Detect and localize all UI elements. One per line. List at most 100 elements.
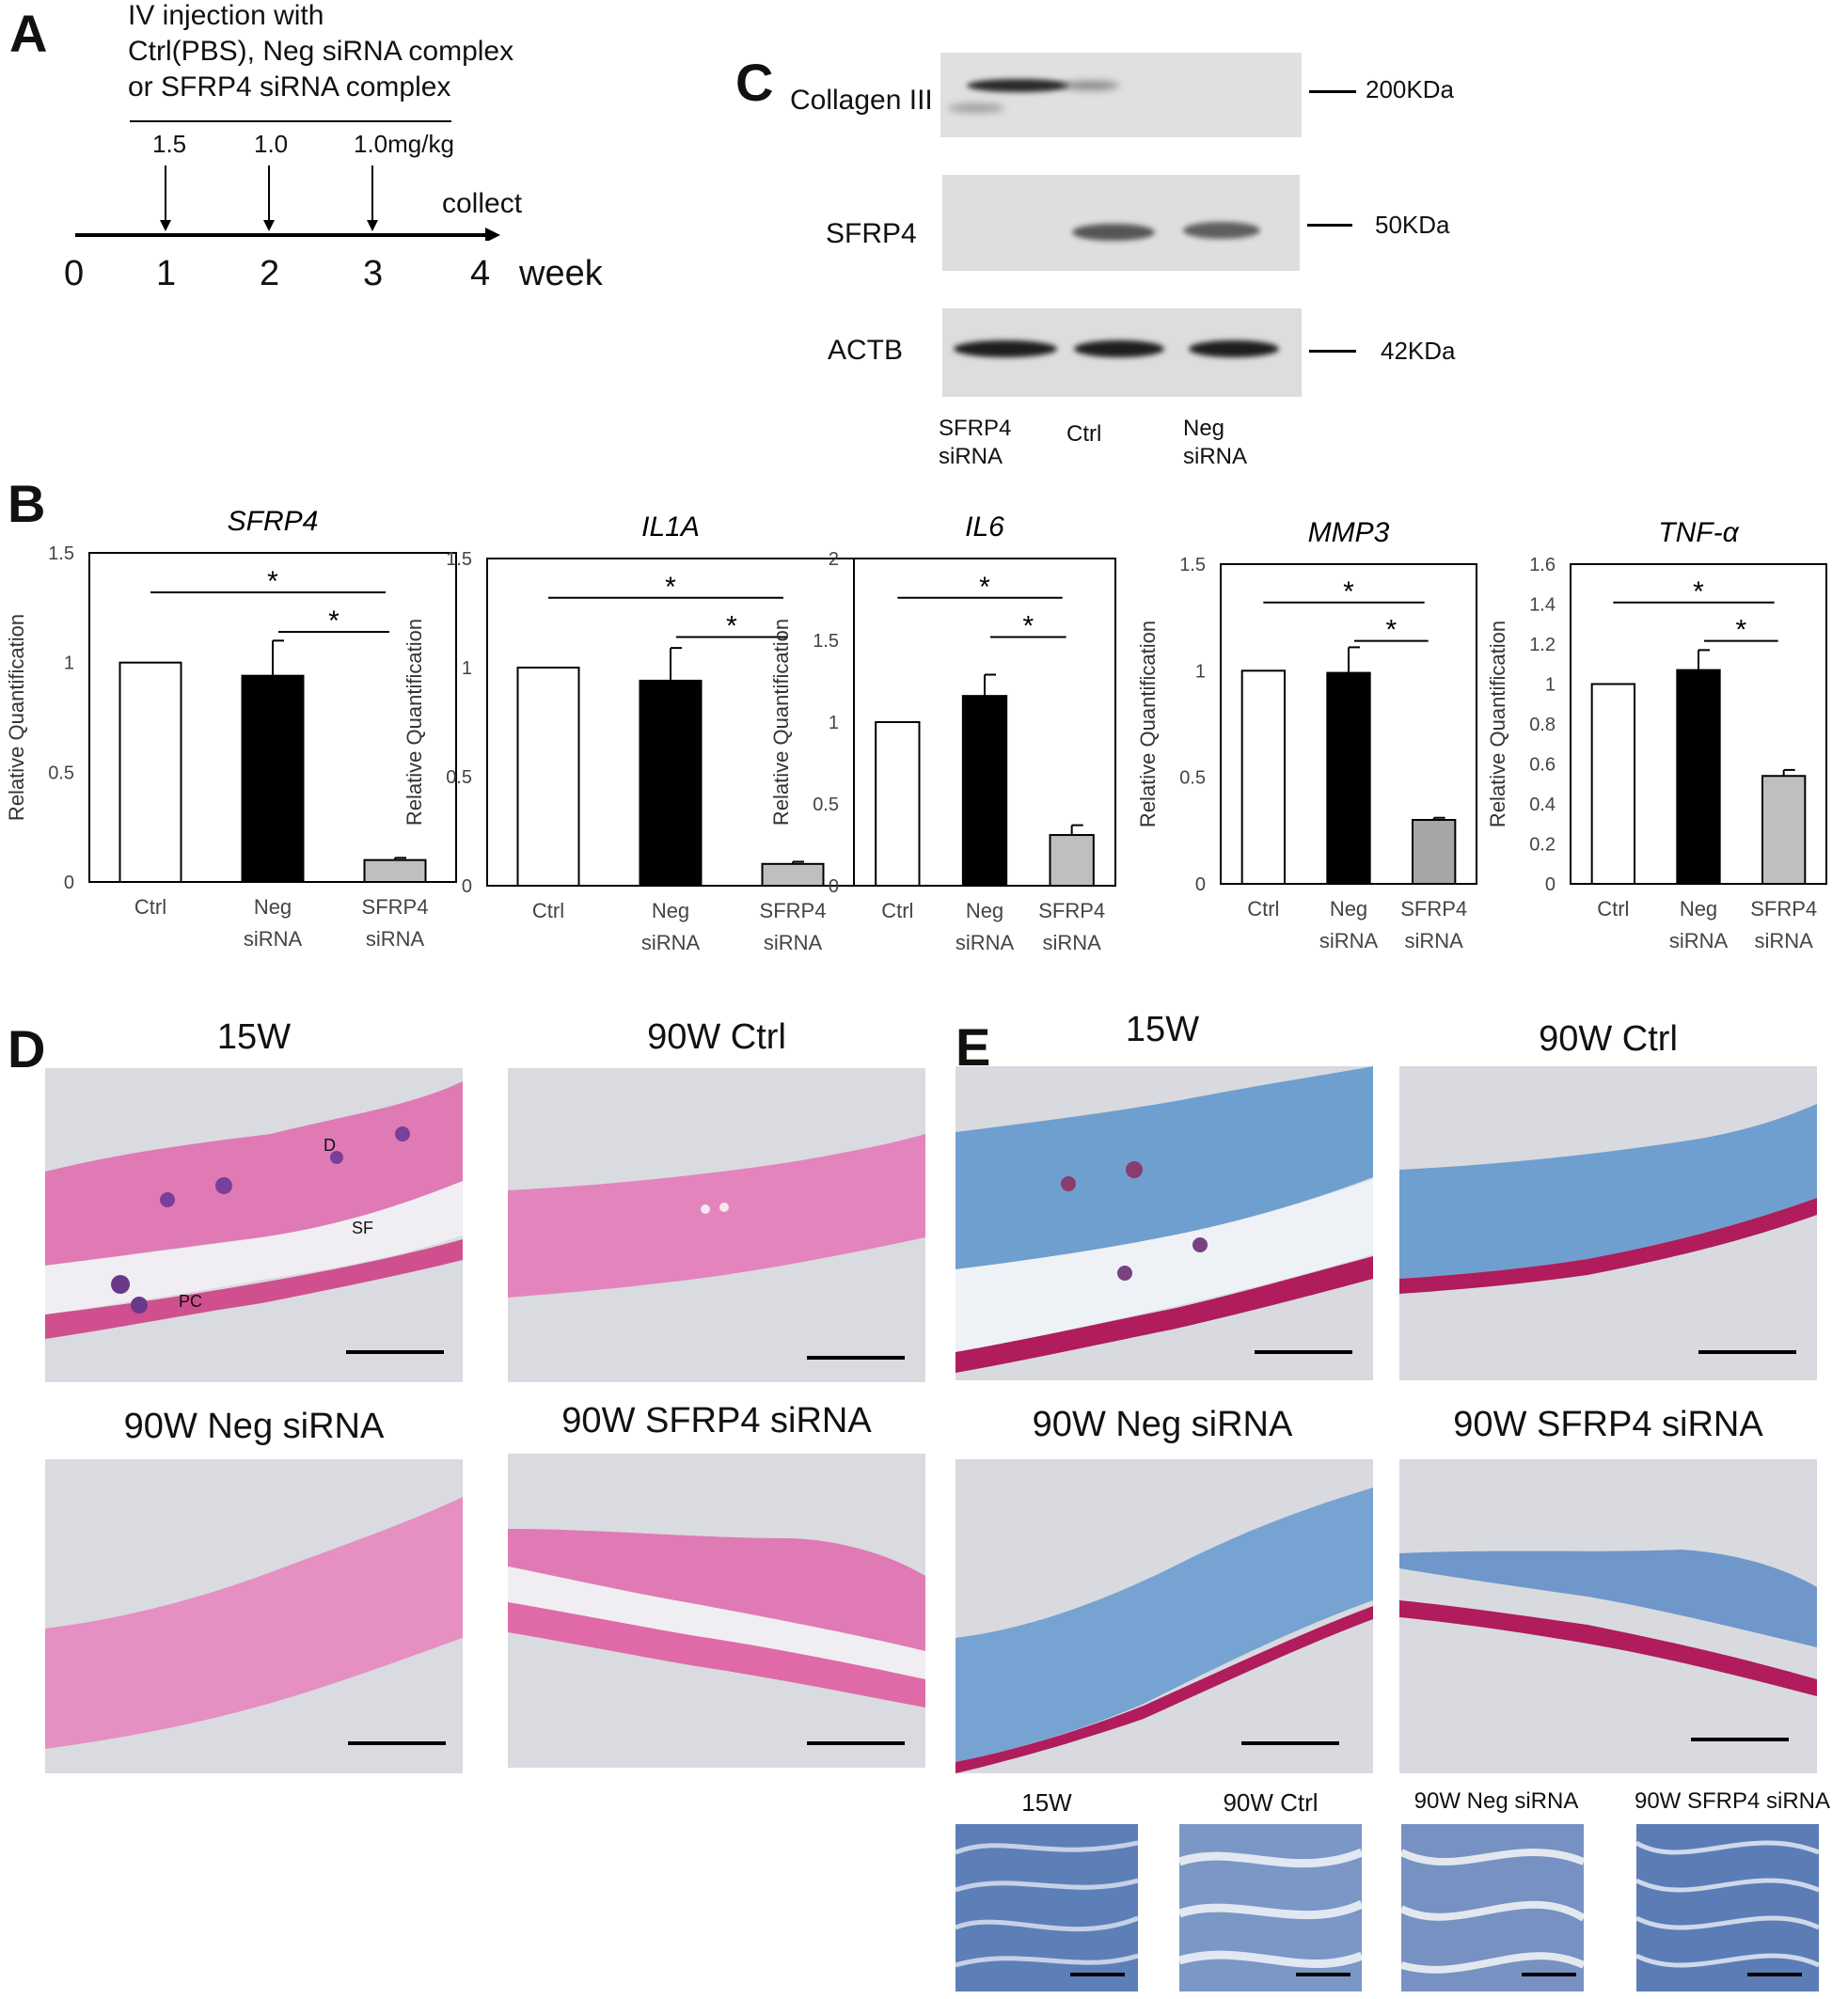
scale-bar xyxy=(1296,1973,1350,1976)
mmp3-bar-ctrl xyxy=(1240,669,1286,885)
sfrp4-xlabel-sfrp4-sirna: SFRP4 xyxy=(362,895,429,919)
masson-photo-15w xyxy=(956,1066,1373,1380)
il6-ytick-0-5: 0.5 xyxy=(813,795,839,815)
week-tick-3: 3 xyxy=(363,254,384,293)
tnf-title: TNF-α xyxy=(1658,517,1739,548)
lane-label-3a: Neg xyxy=(1183,416,1225,441)
week-tick-1: 1 xyxy=(156,254,177,293)
sfrp4-sig-star-1: * xyxy=(267,566,278,597)
tnf-xlabel-neg-sirna-2: siRNA xyxy=(1669,929,1729,952)
il1a-sig-star-1: * xyxy=(665,572,676,603)
scale-bar xyxy=(346,1350,444,1354)
blot-label-actb: ACTB xyxy=(828,335,904,366)
il6-bar-neg-sirna xyxy=(961,695,1008,887)
mmp3-bar-sfrp4-sirna xyxy=(1412,819,1457,885)
mmp3-sig-star-2: * xyxy=(1385,615,1397,646)
e-title-15w: 15W xyxy=(1125,1010,1200,1049)
tnf-bar-neg-sirna xyxy=(1676,669,1721,885)
panel-letter-d: D xyxy=(8,1019,46,1078)
il1a-bar-neg-sirna xyxy=(639,679,703,887)
tnf-bar-ctrl xyxy=(1590,683,1635,885)
mmp3-xlabel-neg-sirna-2: siRNA xyxy=(1319,929,1379,952)
he-photo-15w: D SF PC xyxy=(45,1068,463,1382)
injection-groups: Ctrl(PBS), Neg siRNA complex xyxy=(128,36,514,67)
zoom-inset-90w-ctrl xyxy=(1179,1824,1362,1991)
injection-groups-2: or SFRP4 siRNA complex xyxy=(128,71,451,102)
scale-bar xyxy=(807,1356,905,1360)
il1a-title: IL1A xyxy=(641,512,700,543)
band-collagen-3 xyxy=(948,103,1004,113)
d-title-90w-sfrp4: 90W SFRP4 siRNA xyxy=(561,1401,872,1440)
il1a-bar-ctrl xyxy=(516,667,580,887)
masson-photo-90w-neg xyxy=(956,1459,1373,1773)
scale-bar xyxy=(1255,1350,1352,1354)
il6-xlabel-neg-sirna-2: siRNA xyxy=(956,931,1015,954)
collect-label: collect xyxy=(442,188,523,219)
il6-ylabel: Relative Quantification xyxy=(769,619,793,826)
mmp3-xlabel-ctrl: Ctrl xyxy=(1247,897,1279,921)
il6-xlabel-sfrp4-sirna-2: siRNA xyxy=(1042,931,1101,954)
week-unit: week xyxy=(519,254,603,293)
dose-1: 1.5 xyxy=(152,130,187,158)
he-photo-90w-neg xyxy=(45,1459,463,1773)
sfrp4-ytick-1-5: 1.5 xyxy=(48,543,74,564)
sfrp4-ytick-0: 0 xyxy=(64,873,74,893)
blot-actb xyxy=(942,308,1302,397)
scale-bar xyxy=(1241,1741,1339,1745)
il6-xlabel-sfrp4-sirna: SFRP4 xyxy=(1038,899,1105,922)
tnf-ytick-0-4: 0.4 xyxy=(1529,795,1556,815)
e-title-90w-ctrl: 90W Ctrl xyxy=(1539,1019,1678,1059)
blot-collagen xyxy=(940,53,1302,137)
sfrp4-ytick-0-5: 0.5 xyxy=(48,763,74,783)
dose-3: 1.0mg/kg xyxy=(354,130,454,158)
scale-bar xyxy=(1747,1973,1802,1976)
band-actb-2 xyxy=(1074,340,1164,357)
time-axis-arrowhead xyxy=(485,228,500,241)
tnf-xlabel-ctrl: Ctrl xyxy=(1597,897,1629,921)
il1a-xlabel-ctrl: Ctrl xyxy=(532,899,564,922)
il1a-bar-sfrp4-sirna xyxy=(761,862,825,887)
sfrp4-bar-sfrp4-sirna xyxy=(363,858,427,883)
scale-bar xyxy=(1698,1350,1796,1354)
zoom-title-15w: 15W xyxy=(1021,1788,1072,1817)
lane-label-3b: siRNA xyxy=(1183,444,1248,469)
dose-2: 1.0 xyxy=(254,130,289,158)
il6-ytick-1: 1 xyxy=(829,713,839,733)
marker-tick-42 xyxy=(1309,350,1356,353)
zoom-title-90w-sfrp4: 90W SFRP4 siRNA xyxy=(1634,1788,1831,1814)
dose-arrow-1 xyxy=(160,165,171,231)
il1a-ylabel: Relative Quantification xyxy=(403,619,426,826)
il6-sig-star-1: * xyxy=(979,572,990,603)
tnf-ytick-0-6: 0.6 xyxy=(1529,755,1556,776)
tnf-ytick-0: 0 xyxy=(1545,874,1556,895)
lane-label-1a: SFRP4 xyxy=(939,416,1012,441)
marker-tick-200 xyxy=(1309,90,1356,93)
zoom-inset-90w-sfrp4 xyxy=(1636,1824,1819,1991)
e-title-90w-neg: 90W Neg siRNA xyxy=(1032,1405,1293,1444)
mmp3-ytick-0: 0 xyxy=(1195,874,1206,895)
zoom-inset-15w xyxy=(956,1824,1138,1991)
marker-200kda: 200KDa xyxy=(1366,75,1454,103)
band-actb-3 xyxy=(1189,340,1279,357)
sfrp4-xlabel-neg-sirna-2: siRNA xyxy=(244,927,303,951)
mmp3-xlabel-neg-sirna: Neg xyxy=(1330,897,1367,921)
blot-label-collagen: Collagen III xyxy=(790,85,933,116)
il1a-xlabel-sfrp4-sirna-2: siRNA xyxy=(764,931,823,954)
he-photo-90w-ctrl xyxy=(508,1068,925,1382)
dose-arrow-2 xyxy=(263,165,275,231)
mmp3-ytick-0-5: 0.5 xyxy=(1179,768,1206,789)
sfrp4-title: SFRP4 xyxy=(228,506,319,537)
band-collagen-2 xyxy=(1063,81,1119,90)
zoom-title-90w-neg: 90W Neg siRNA xyxy=(1414,1788,1579,1814)
blot-label-sfrp4: SFRP4 xyxy=(826,218,917,249)
masson-photo-90w-ctrl xyxy=(1399,1066,1817,1380)
sfrp4-sig-star-2: * xyxy=(328,606,340,637)
tnf-ytick-0-8: 0.8 xyxy=(1529,715,1556,735)
sfrp4-xlabel-sfrp4-sirna-2: siRNA xyxy=(366,927,425,951)
tnf-ytick-1-6: 1.6 xyxy=(1529,555,1556,575)
il6-ytick-0: 0 xyxy=(829,876,839,897)
lane-label-2a: Ctrl xyxy=(1066,421,1102,447)
il6-bar-sfrp4-sirna xyxy=(1049,834,1095,887)
mmp3-xlabel-sfrp4-sirna-2: siRNA xyxy=(1404,929,1463,952)
dose-arrow-3 xyxy=(367,165,378,231)
